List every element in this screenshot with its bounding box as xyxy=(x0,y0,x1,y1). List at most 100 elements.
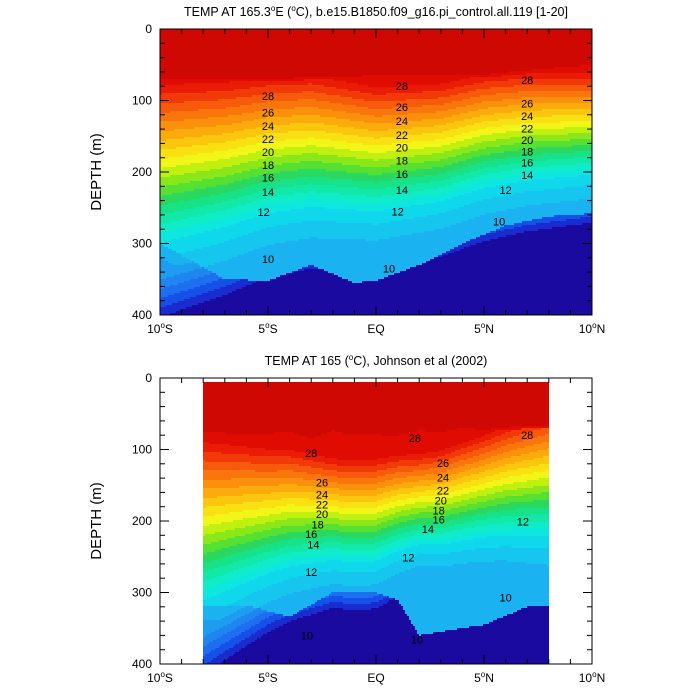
temperature-cell xyxy=(225,590,257,592)
temperature-cell xyxy=(397,500,435,502)
temperature-cell xyxy=(462,99,502,101)
temperature-cell xyxy=(377,506,395,508)
temperature-cell xyxy=(203,630,215,632)
temperature-cell xyxy=(377,482,403,484)
temperature-cell xyxy=(245,630,257,632)
contour-label: 20 xyxy=(262,147,274,159)
temperature-cell xyxy=(504,177,554,179)
temperature-cell xyxy=(463,476,485,478)
temperature-cell xyxy=(300,161,322,163)
temperature-cell xyxy=(445,630,549,632)
temperature-cell xyxy=(203,510,243,512)
temperature-cell xyxy=(468,185,496,187)
temperature-cell xyxy=(409,432,491,434)
temperature-cell xyxy=(203,572,227,574)
temperature-cell xyxy=(237,552,263,554)
temperature-cell xyxy=(362,143,392,145)
temperature-cell xyxy=(483,624,549,626)
temperature-cell xyxy=(258,167,432,169)
temperature-cell xyxy=(372,223,378,225)
temperature-cell xyxy=(445,482,463,484)
temperature-cell xyxy=(435,500,461,502)
temperature-cell xyxy=(194,127,256,129)
temperature-cell xyxy=(251,634,263,636)
temperature-cell xyxy=(419,464,447,466)
temperature-cell xyxy=(160,123,232,125)
temperature-cell xyxy=(536,223,582,225)
temperature-cell xyxy=(374,137,380,139)
contour-label: 12 xyxy=(517,517,529,529)
temperature-cell xyxy=(266,213,438,215)
temperature-cell xyxy=(174,275,204,277)
temperature-cell xyxy=(271,584,329,586)
temperature-cell xyxy=(226,107,294,109)
temperature-cell xyxy=(231,630,245,632)
temperature-cell xyxy=(229,512,281,514)
contour-label: 14 xyxy=(262,187,274,199)
temperature-cell xyxy=(255,524,305,526)
temperature-cell xyxy=(198,303,592,305)
temperature-cell xyxy=(178,283,206,285)
temperature-cell xyxy=(211,560,239,562)
temperature-cell xyxy=(210,169,250,171)
temperature-cell xyxy=(485,446,501,448)
temperature-cell xyxy=(337,458,377,460)
temperature-cell xyxy=(245,596,281,598)
temperature-cell xyxy=(241,616,255,618)
temperature-cell xyxy=(170,111,254,113)
temperature-cell xyxy=(452,101,482,103)
temperature-cell xyxy=(198,215,234,217)
temperature-cell xyxy=(261,636,549,638)
temperature-cell xyxy=(531,514,549,516)
temperature-cell xyxy=(478,149,518,151)
temperature-cell xyxy=(492,133,568,135)
temperature-cell xyxy=(253,540,281,542)
temperature-cell xyxy=(239,642,251,644)
temperature-cell xyxy=(160,307,186,309)
temperature-cell xyxy=(445,504,467,506)
temperature-cell xyxy=(455,450,473,452)
temperature-cell xyxy=(443,510,467,512)
temperature-cell xyxy=(203,660,211,662)
temperature-cell xyxy=(294,77,470,79)
temperature-cell xyxy=(249,572,269,574)
temperature-cell xyxy=(203,512,229,514)
temperature-cell xyxy=(395,546,411,548)
temperature-cell xyxy=(491,444,507,446)
temperature-cell xyxy=(509,476,549,478)
temperature-cell xyxy=(474,177,504,179)
temperature-cell xyxy=(232,207,260,209)
temperature-cell xyxy=(538,229,592,231)
temperature-cell xyxy=(160,127,194,129)
temperature-cell xyxy=(227,624,241,626)
temperature-field xyxy=(160,29,592,315)
temperature-cell xyxy=(503,452,529,454)
temperature-cell xyxy=(203,520,233,522)
temperature-cell xyxy=(497,618,549,620)
temperature-cell xyxy=(469,492,495,494)
temperature-cell xyxy=(393,598,395,600)
temperature-cell xyxy=(203,474,321,476)
temperature-cell xyxy=(499,546,511,548)
temperature-cell xyxy=(186,251,248,253)
temperature-cell xyxy=(457,478,479,480)
temperature-cell xyxy=(517,488,549,490)
temperature-cell xyxy=(319,486,385,488)
temperature-cell xyxy=(233,602,267,604)
temperature-cell xyxy=(476,183,506,185)
temperature-cell xyxy=(281,596,325,598)
temperature-cell xyxy=(497,460,523,462)
temperature-cell xyxy=(387,468,429,470)
temperature-cell xyxy=(375,548,389,550)
temperature-cell xyxy=(580,217,592,219)
temperature-cell xyxy=(377,464,419,466)
temperature-cell xyxy=(203,590,225,592)
temperature-cell xyxy=(203,652,209,654)
temperature-cell xyxy=(459,506,487,508)
temperature-cell xyxy=(212,281,236,283)
temperature-cell xyxy=(279,548,325,550)
temperature-cell xyxy=(235,644,247,646)
temperature-cell xyxy=(160,81,230,83)
temperature-cell xyxy=(228,259,430,261)
temperature-cell xyxy=(160,273,180,275)
